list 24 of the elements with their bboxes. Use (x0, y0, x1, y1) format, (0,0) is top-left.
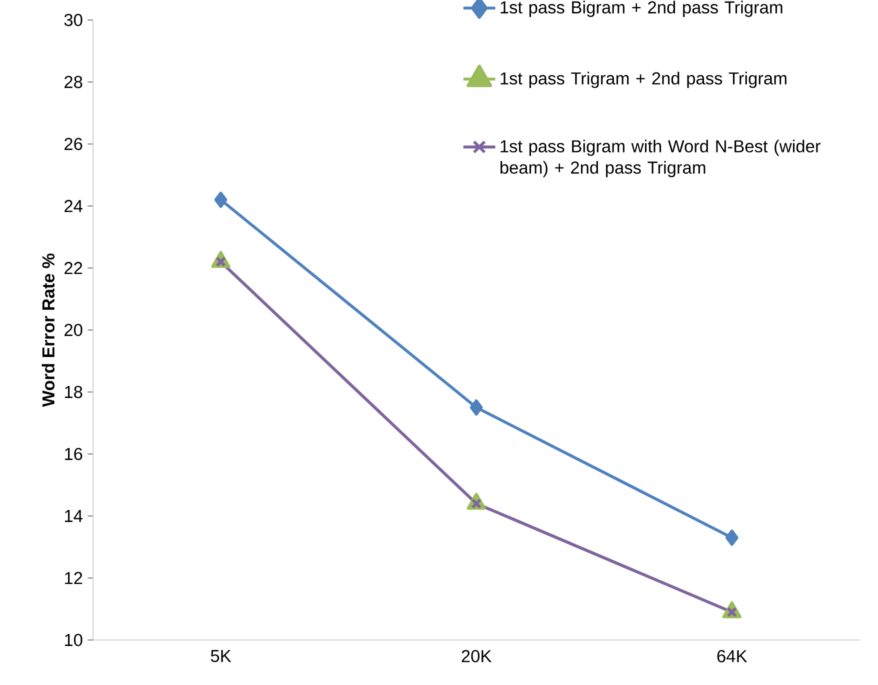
point (214, 192, 228, 208)
point (726, 606, 738, 618)
y-tick-label: 12 (65, 572, 82, 584)
x-tick-label: 20K (462, 650, 492, 662)
y-tick-label: 22 (64, 262, 82, 274)
y-tick-label: 14 (65, 510, 82, 522)
y-tick-label: 10 (65, 634, 82, 646)
y-tick-label: 16 (65, 448, 82, 460)
point (470, 399, 483, 416)
y-tick-label: 18 (65, 386, 82, 398)
legend-label: 1st pass Trigram + 2nd pass Trigram (500, 72, 786, 88)
y-axis-title: Word Error Rate % (42, 254, 55, 407)
legend-label: 1st pass Bigram + 2nd pass Trigram (500, 0, 782, 17)
x-tick-label: 5K (210, 650, 232, 662)
legend-label: 1st pass Bigram with Word N-Best (wider beam) + 2nd pass Trigram (500, 140, 820, 178)
point (725, 530, 738, 546)
y-tick-label: 30 (64, 14, 82, 26)
y-tick-label: 24 (64, 200, 82, 212)
x-tick-label: 64K (717, 650, 748, 662)
point (216, 256, 226, 268)
y-tick-label: 28 (64, 76, 82, 88)
point (471, 498, 482, 509)
y-tick-label: 20 (64, 324, 82, 336)
y-tick-label: 26 (64, 138, 82, 150)
